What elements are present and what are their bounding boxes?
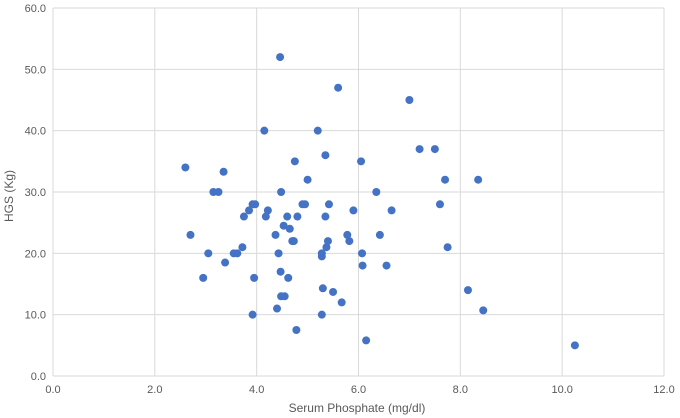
- data-point: [463, 286, 472, 295]
- data-point: [570, 341, 579, 350]
- data-point: [324, 200, 333, 209]
- data-point: [285, 224, 294, 233]
- data-point: [186, 230, 195, 239]
- y-tick-label: 30.0: [25, 187, 46, 199]
- data-point: [405, 96, 414, 104]
- x-tick-label: 6.0: [351, 384, 366, 396]
- data-point: [334, 83, 343, 92]
- data-point: [474, 175, 483, 184]
- data-point: [293, 212, 302, 221]
- data-point: [430, 145, 439, 154]
- data-point: [479, 306, 488, 315]
- data-point: [239, 212, 248, 221]
- data-point: [337, 298, 346, 307]
- data-point: [248, 310, 257, 319]
- data-point: [349, 206, 358, 215]
- data-point: [318, 284, 327, 293]
- data-point: [321, 151, 330, 160]
- data-point: [317, 310, 326, 319]
- data-point: [260, 126, 269, 135]
- data-point: [362, 336, 371, 345]
- gridlines: [52, 7, 665, 377]
- data-point: [321, 212, 330, 221]
- y-tick-label: 50.0: [25, 64, 46, 76]
- data-point: [221, 258, 230, 267]
- data-point: [276, 53, 285, 62]
- y-tick-label: 10.0: [25, 310, 46, 322]
- data-point: [279, 221, 288, 230]
- data-point: [274, 249, 283, 258]
- data-point: [204, 249, 213, 258]
- y-tick-label: 40.0: [25, 126, 46, 138]
- data-point: [214, 188, 223, 196]
- data-point: [435, 200, 444, 209]
- data-point: [357, 157, 366, 166]
- data-point: [323, 237, 332, 246]
- data-point: [280, 292, 289, 301]
- x-tick-label: 12.0: [653, 384, 674, 396]
- data-point: [261, 212, 270, 221]
- data-point: [303, 175, 312, 184]
- data-point: [219, 167, 228, 176]
- data-point: [284, 273, 293, 282]
- data-point: [283, 212, 292, 221]
- x-tick-label: 0.0: [45, 384, 60, 396]
- data-point: [382, 261, 391, 270]
- data-point: [415, 145, 424, 154]
- data-point: [301, 200, 310, 209]
- data-point: [245, 206, 254, 215]
- data-point: [387, 206, 396, 215]
- data-point: [313, 126, 322, 135]
- data-point: [276, 267, 285, 276]
- data-point: [250, 273, 259, 282]
- x-axis-ticks: 0.0 2.0 4.0 6.0 8.0 10.0 12.0: [45, 384, 674, 396]
- data-point: [345, 237, 354, 246]
- data-point: [317, 249, 326, 258]
- data-points: [181, 53, 579, 350]
- x-tick-label: 2.0: [147, 384, 162, 396]
- data-point: [292, 326, 301, 334]
- data-point: [238, 243, 247, 252]
- data-point: [233, 249, 242, 258]
- data-point: [358, 261, 367, 270]
- data-point: [181, 163, 190, 172]
- y-axis-ticks: 0.0 10.0 20.0 30.0 40.0 50.0 60.0: [25, 3, 46, 383]
- data-point: [271, 230, 280, 239]
- data-point: [289, 237, 298, 246]
- data-point: [372, 188, 381, 196]
- data-point: [375, 230, 384, 239]
- x-tick-label: 10.0: [551, 384, 572, 396]
- data-point: [441, 175, 450, 184]
- data-point: [358, 249, 367, 258]
- x-tick-label: 8.0: [453, 384, 468, 396]
- data-point: [263, 206, 272, 215]
- data-point: [277, 188, 286, 196]
- y-tick-label: 60.0: [25, 3, 46, 15]
- x-axis-title: Serum Phosphate (mg/dl): [289, 401, 426, 415]
- data-point: [199, 273, 208, 282]
- data-point: [322, 243, 331, 252]
- y-axis-title: HGS (Kg): [2, 170, 16, 222]
- data-point: [343, 230, 352, 239]
- y-tick-label: 20.0: [25, 248, 46, 260]
- data-point: [273, 304, 282, 313]
- data-point: [329, 287, 338, 296]
- data-point: [443, 243, 452, 252]
- data-point: [290, 157, 299, 166]
- data-point: [251, 200, 260, 209]
- x-tick-label: 4.0: [249, 384, 264, 396]
- y-tick-label: 0.0: [31, 371, 46, 383]
